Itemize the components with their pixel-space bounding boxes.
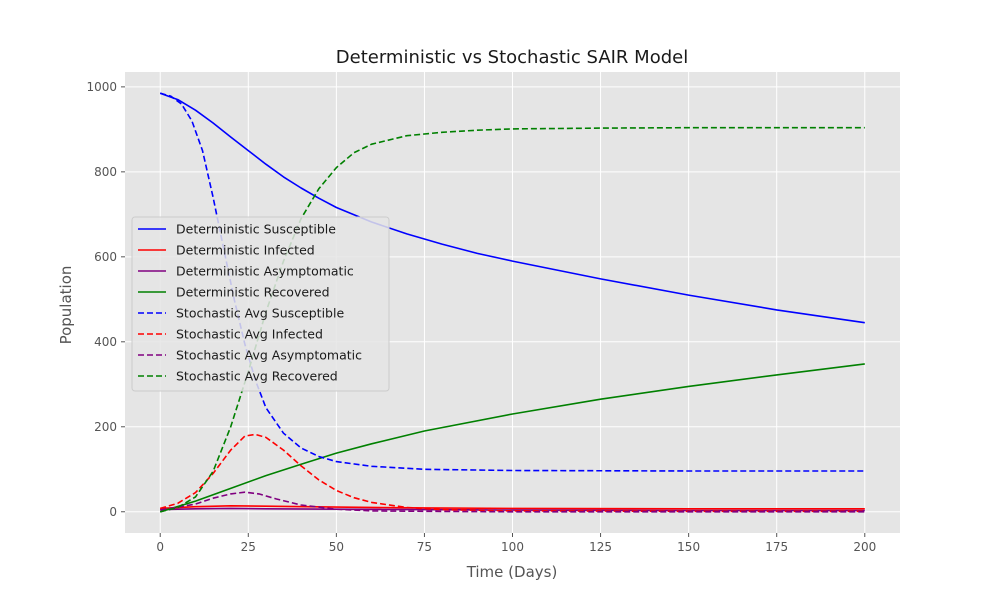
y-tick-label: 400 (94, 335, 117, 349)
legend-label: Stochastic Avg Susceptible (176, 306, 344, 321)
legend-label: Deterministic Recovered (176, 285, 330, 300)
y-tick-label: 600 (94, 250, 117, 264)
x-tick-label: 25 (241, 540, 256, 554)
y-axis-label: Population (57, 266, 75, 345)
series-lines (159, 92, 865, 513)
x-tick-label: 75 (417, 540, 432, 554)
x-tick-label: 125 (589, 540, 612, 554)
y-tick-label: 1000 (86, 80, 117, 94)
x-axis-label: Time (Days) (466, 563, 558, 581)
x-axis-ticks: 0 25 50 75 100 125 150 175 200 (156, 533, 876, 554)
series-line-stochastic-avg-infected (159, 433, 865, 513)
y-tick-label: 200 (94, 420, 117, 434)
legend-box (131, 216, 390, 392)
legend-label: Stochastic Avg Asymptomatic (176, 348, 362, 363)
legend-label: Deterministic Susceptible (176, 222, 336, 237)
y-tick-label: 800 (94, 165, 117, 179)
x-tick-label: 0 (156, 540, 164, 554)
series-line-deterministic-infected (160, 504, 865, 510)
x-tick-label: 50 (329, 540, 344, 554)
series-line-stochastic-avg-asymptomatic (160, 491, 865, 513)
legend-label: Stochastic Avg Recovered (176, 369, 338, 384)
x-tick-label: 175 (765, 540, 788, 554)
series-line-deterministic-susceptible (159, 92, 865, 324)
legend: Deterministic Susceptible Deterministic I… (131, 216, 390, 392)
legend-label: Deterministic Infected (176, 243, 315, 258)
y-axis-ticks: 0 200 400 600 800 1000 (86, 80, 125, 519)
legend-label: Deterministic Asymptomatic (176, 264, 354, 279)
x-tick-label: 100 (501, 540, 524, 554)
series-line-deterministic-recovered (159, 363, 865, 513)
y-tick-label: 0 (109, 505, 117, 519)
x-tick-label: 150 (677, 540, 700, 554)
chart-title: Deterministic vs Stochastic SAIR Model (336, 47, 688, 68)
x-tick-label: 200 (853, 540, 876, 554)
legend-label: Stochastic Avg Infected (176, 327, 323, 342)
series-line-stochastic-avg-recovered (160, 126, 865, 513)
series-line-stochastic-avg-susceptible (159, 92, 865, 472)
